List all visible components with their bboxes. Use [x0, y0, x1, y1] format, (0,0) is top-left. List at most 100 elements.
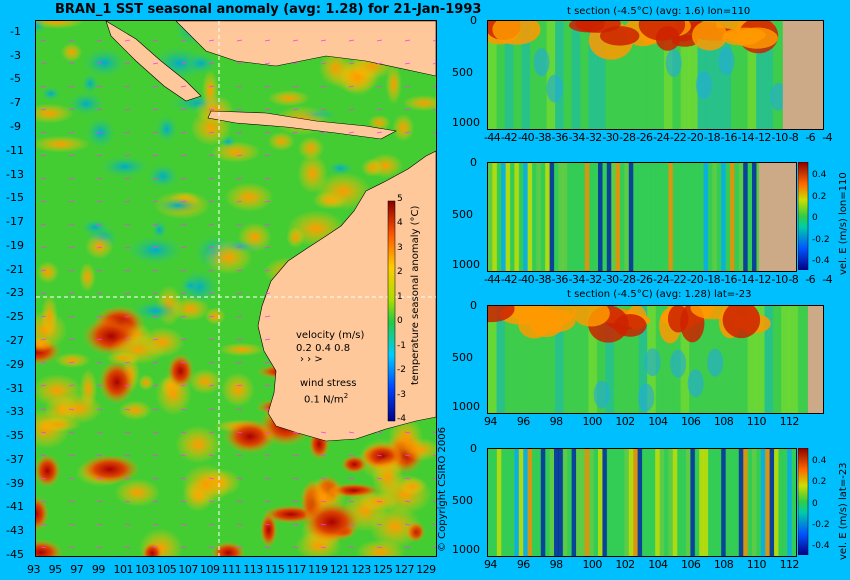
- wind-arrow: [96, 477, 103, 480]
- wind-arrow: [180, 154, 187, 157]
- section-column: [655, 449, 661, 556]
- wind-arrow: [180, 546, 187, 549]
- wind-arrow: [124, 477, 131, 480]
- section-column: [588, 306, 598, 413]
- anomaly-patch: [302, 501, 361, 543]
- section-x-tick-label: -24: [653, 273, 670, 286]
- depth-tick-label: 500: [452, 66, 473, 79]
- section-column: [721, 449, 727, 556]
- section-column: [505, 449, 511, 556]
- wind-arrow: [208, 269, 215, 272]
- wind-arrow: [376, 108, 383, 111]
- section-column: [712, 449, 718, 556]
- wind-arrow: [236, 384, 243, 387]
- anomaly-patch: [203, 240, 253, 275]
- wind-arrow: [180, 500, 187, 503]
- section-land-mask: [759, 163, 796, 271]
- section-x-tick-label: -28: [619, 131, 636, 144]
- section-column: [536, 449, 542, 556]
- anomaly-patch: [36, 261, 60, 284]
- section-column: [598, 163, 603, 271]
- velocity-colorbar-tick: 0.2: [812, 191, 827, 202]
- wind-arrow: [320, 39, 327, 42]
- wind-arrow: [40, 85, 47, 88]
- wind-arrow: [320, 546, 327, 549]
- lat-tick-label: -5: [10, 72, 21, 86]
- lat-tick-label: -37: [6, 452, 24, 466]
- section-x-tick-label: 94: [484, 415, 497, 428]
- section-column: [708, 163, 713, 271]
- sst-colorbar: [387, 200, 396, 422]
- colorbar-tick-label: 3: [397, 242, 403, 253]
- lon-tick-label: 117: [286, 563, 306, 576]
- wind-arrow: [40, 108, 47, 111]
- velocity-colorbar-bar: [798, 448, 809, 555]
- wind-arrow: [236, 315, 243, 318]
- section-x-tick-label: -4: [822, 273, 833, 286]
- wind-arrow: [40, 269, 47, 272]
- lat-tick-label: -19: [6, 238, 24, 252]
- section-column: [546, 306, 556, 413]
- wind-arrow: [152, 131, 159, 134]
- velocity-colorbar-bar: [798, 162, 809, 270]
- wind-arrow: [236, 431, 243, 434]
- section-column: [765, 449, 771, 556]
- panel-1-title: t section (-4.5°C) (avg: 1.6) lon=110: [567, 6, 751, 17]
- section-column: [647, 21, 656, 129]
- warm-layer: [723, 27, 766, 43]
- colorbar-tick-label: -3: [397, 389, 406, 400]
- wind-arrow: [180, 408, 187, 411]
- section-column: [642, 449, 647, 556]
- section-column: [756, 306, 765, 413]
- section-x-tick-label: -14: [737, 273, 755, 286]
- wind-arrow: [124, 131, 131, 134]
- section-column: [514, 163, 520, 271]
- section-column: [686, 163, 691, 271]
- section-column: [708, 449, 713, 556]
- depth-tick-label: 0: [470, 156, 477, 169]
- lat-tick-label: -41: [6, 500, 24, 514]
- depth-tick-label: 0: [470, 14, 477, 27]
- wind-arrow: [180, 85, 187, 88]
- wind-arrow: [40, 546, 47, 549]
- panel-3-title: t section (-4.5°C) (avg: 1.28) lat=-23: [567, 289, 752, 300]
- section-x-tick-label: -18: [703, 131, 721, 144]
- cool-pocket: [644, 348, 661, 377]
- wind-arrow: [432, 500, 436, 503]
- lat-tick-label: -45: [6, 548, 24, 561]
- wind-arrow: [236, 477, 243, 480]
- section-x-tick-label: -38: [534, 131, 552, 144]
- anomaly-patch: [181, 278, 201, 293]
- section-column: [655, 163, 661, 271]
- lat-tick-label: -17: [6, 215, 24, 229]
- wind-arrow: [264, 315, 271, 318]
- section-column: [730, 163, 735, 271]
- section-column: [540, 163, 546, 271]
- section-column: [774, 449, 779, 556]
- anomaly-patch: [297, 153, 328, 194]
- warm-layer: [575, 21, 621, 33]
- section-land-mask: [782, 21, 823, 129]
- anomaly-patch: [392, 113, 415, 142]
- wind-arrow: [96, 269, 103, 272]
- wind-arrow: [236, 361, 243, 364]
- section-x-tick-label: -10: [771, 273, 789, 286]
- section-column: [782, 449, 788, 556]
- cool-pocket: [770, 82, 787, 111]
- wind-arrow: [320, 85, 327, 88]
- wind-arrow: [96, 292, 103, 295]
- section-column: [589, 449, 595, 556]
- wind-arrow: [432, 131, 436, 134]
- wind-arrow: [236, 39, 243, 42]
- section-x-tick-label: -30: [602, 273, 619, 286]
- warm-layer: [492, 21, 541, 45]
- wind-arrow: [96, 246, 103, 249]
- wind-arrow: [68, 454, 75, 457]
- cool-pocket: [593, 380, 610, 409]
- wind-arrow: [404, 431, 411, 434]
- wind-arrow: [432, 454, 436, 457]
- section-column: [663, 306, 673, 413]
- lon-tick-label: 119: [308, 563, 328, 576]
- wind-arrow: [404, 62, 411, 65]
- section-x-tick-label: -8: [788, 273, 799, 286]
